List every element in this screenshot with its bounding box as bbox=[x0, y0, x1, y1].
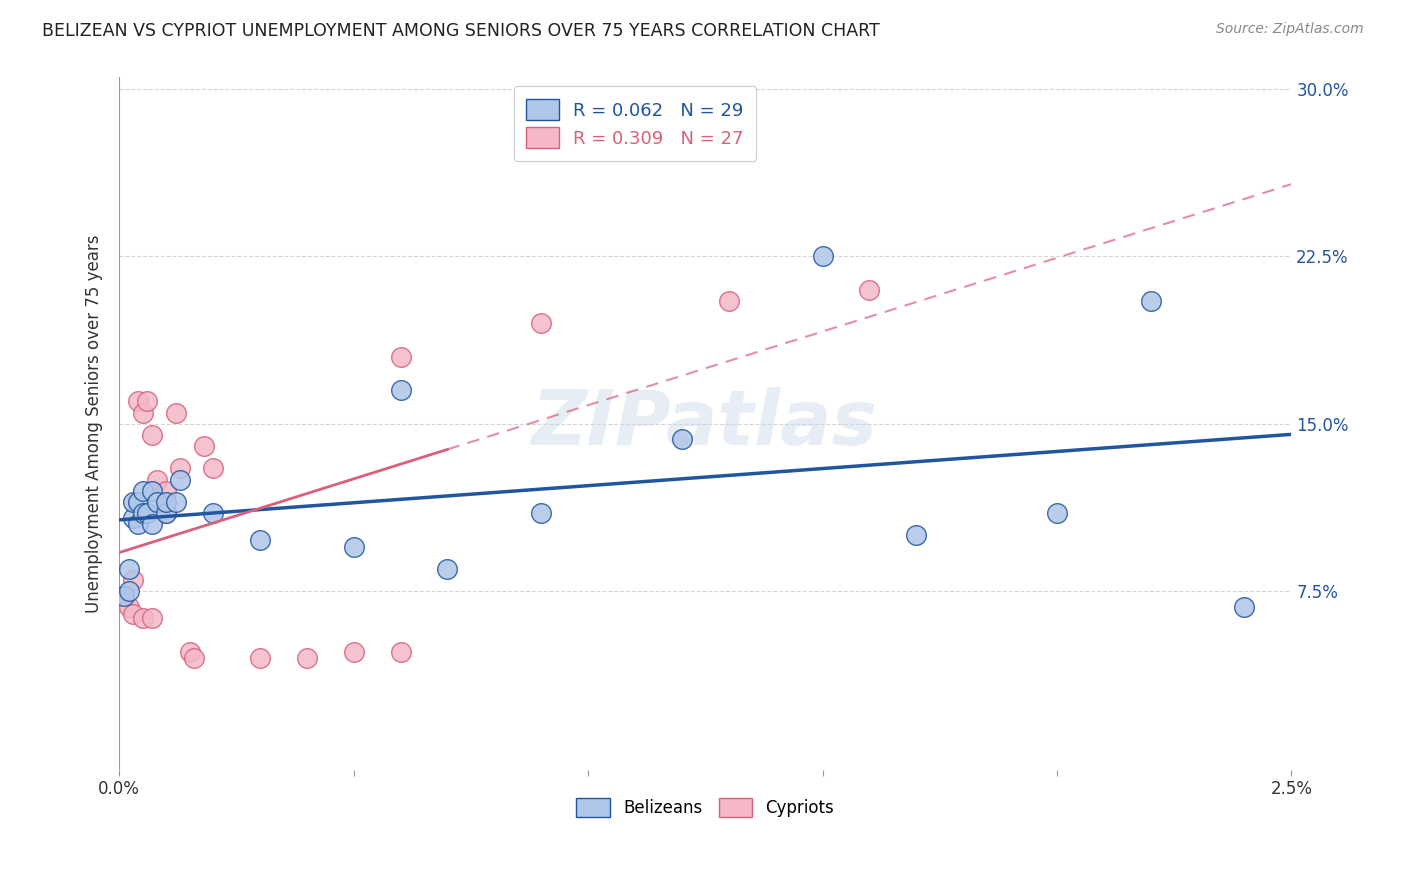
Point bbox=[132, 483, 155, 498]
Point bbox=[183, 651, 205, 665]
Point bbox=[155, 495, 177, 509]
Point bbox=[136, 394, 159, 409]
Text: Source: ZipAtlas.com: Source: ZipAtlas.com bbox=[1216, 22, 1364, 37]
Point bbox=[1139, 293, 1161, 308]
Legend: Belizeans, Cypriots: Belizeans, Cypriots bbox=[569, 791, 841, 824]
Point bbox=[122, 495, 145, 509]
Point bbox=[905, 528, 928, 542]
Point bbox=[141, 428, 163, 442]
Point bbox=[146, 473, 169, 487]
Point bbox=[146, 495, 169, 509]
Point bbox=[141, 611, 163, 625]
Point bbox=[141, 517, 163, 532]
Point bbox=[1233, 599, 1256, 614]
Point bbox=[389, 644, 412, 658]
Point bbox=[127, 394, 149, 409]
Point bbox=[117, 599, 139, 614]
Point bbox=[155, 483, 177, 498]
Text: ZIPatlas: ZIPatlas bbox=[533, 387, 879, 461]
Point bbox=[389, 350, 412, 364]
Point bbox=[132, 405, 155, 419]
Point bbox=[165, 495, 187, 509]
Point bbox=[165, 405, 187, 419]
Point bbox=[127, 517, 149, 532]
Point bbox=[122, 573, 145, 587]
Point bbox=[169, 461, 191, 475]
Point bbox=[811, 249, 834, 263]
Point bbox=[112, 589, 135, 603]
Point bbox=[122, 510, 145, 524]
Point bbox=[112, 589, 135, 603]
Point bbox=[671, 433, 693, 447]
Point bbox=[117, 562, 139, 576]
Point bbox=[132, 506, 155, 520]
Point bbox=[117, 584, 139, 599]
Point bbox=[1046, 506, 1069, 520]
Point bbox=[530, 506, 553, 520]
Point bbox=[389, 383, 412, 397]
Y-axis label: Unemployment Among Seniors over 75 years: Unemployment Among Seniors over 75 years bbox=[86, 235, 103, 613]
Point bbox=[202, 461, 225, 475]
Point bbox=[436, 562, 458, 576]
Point bbox=[717, 293, 740, 308]
Point bbox=[127, 495, 149, 509]
Point bbox=[122, 607, 145, 621]
Point bbox=[343, 644, 366, 658]
Point bbox=[530, 316, 553, 330]
Point bbox=[249, 533, 271, 547]
Point bbox=[858, 283, 880, 297]
Point bbox=[249, 651, 271, 665]
Point bbox=[169, 473, 191, 487]
Point bbox=[132, 611, 155, 625]
Text: BELIZEAN VS CYPRIOT UNEMPLOYMENT AMONG SENIORS OVER 75 YEARS CORRELATION CHART: BELIZEAN VS CYPRIOT UNEMPLOYMENT AMONG S… bbox=[42, 22, 880, 40]
Point bbox=[179, 644, 201, 658]
Point bbox=[202, 506, 225, 520]
Point bbox=[193, 439, 215, 453]
Point bbox=[295, 651, 318, 665]
Point bbox=[343, 540, 366, 554]
Point bbox=[155, 506, 177, 520]
Point bbox=[155, 506, 177, 520]
Point bbox=[136, 506, 159, 520]
Point bbox=[141, 483, 163, 498]
